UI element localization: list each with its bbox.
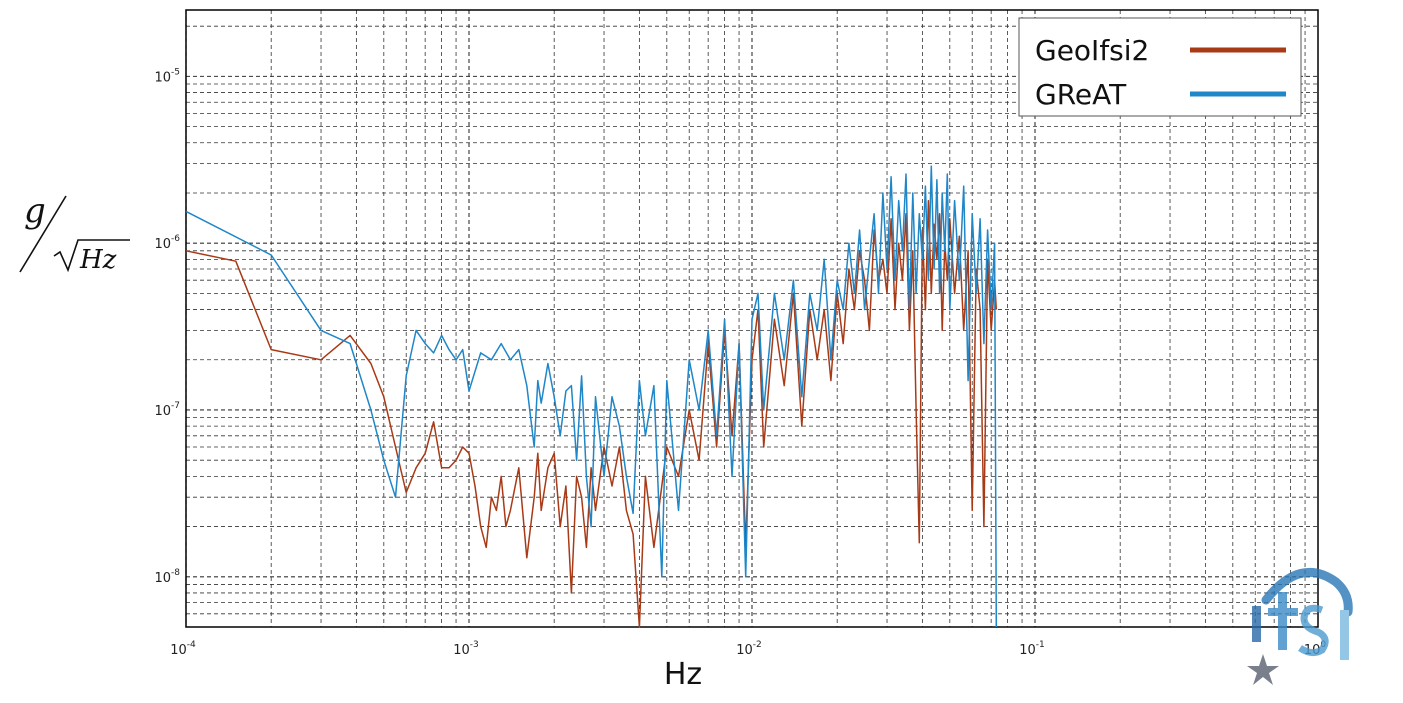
logo-stem-i (1252, 606, 1261, 642)
x-tick-label: 10-3 (453, 640, 479, 658)
grid (185, 10, 1318, 628)
plot-frame (185, 9, 1319, 628)
x-tick-label: 10-2 (736, 640, 762, 658)
y-axis-label-numerator: g (24, 191, 46, 231)
ifsi-logo (1247, 567, 1353, 685)
y-tick-label: 10-5 (154, 67, 180, 85)
x-axis-label: Hz (664, 657, 702, 692)
series-line-geoifsi2 (185, 199, 998, 628)
x-tick-label: 10-4 (170, 640, 196, 658)
y-axis-label: g Hz (19, 191, 130, 275)
legend-label: GeoIfsi2 (1035, 34, 1149, 67)
logo-stem-i2 (1340, 610, 1349, 660)
logo-arc (1261, 567, 1353, 617)
y-tick-label: 10-6 (154, 234, 180, 252)
legend: GeoIfsi2 GReAT (1018, 17, 1302, 117)
y-tick-label: 10-7 (154, 401, 180, 419)
y-tick-labels: 10-5 10-6 10-7 10-8 (154, 67, 180, 585)
series-line-great (185, 165, 998, 628)
series-layer (185, 165, 998, 628)
x-tick-labels: 10-4 10-3 10-2 10-1 100 (170, 640, 1326, 658)
y-axis-label-sqrt (53, 239, 130, 273)
legend-label: GReAT (1035, 78, 1127, 111)
logo-stem-f (1278, 592, 1287, 650)
logo-bar-f (1268, 608, 1298, 616)
star-icon (1247, 654, 1279, 685)
logo-letter-s (1298, 604, 1329, 657)
legend-box (1018, 17, 1302, 117)
x-tick-label: 10-1 (1019, 640, 1045, 658)
y-tick-label: 10-8 (154, 568, 180, 586)
y-axis-label-slash (19, 195, 67, 273)
y-axis-label-denominator: Hz (79, 245, 117, 275)
